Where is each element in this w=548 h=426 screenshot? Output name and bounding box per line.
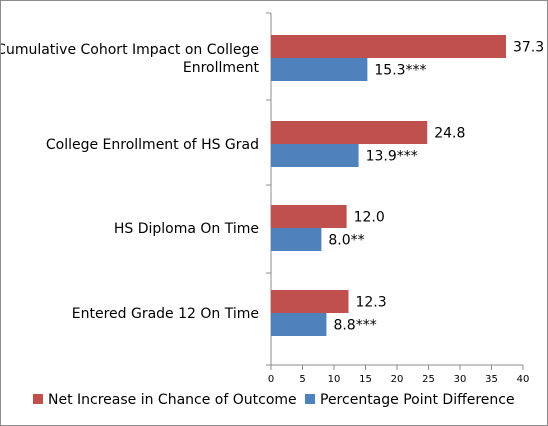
bar-net-increase-2 [271,205,347,228]
x-tick-label-0: 0 [268,374,274,385]
category-label-0-line-0: Cumulative Cohort Impact on College [1,42,259,58]
data-label-net-increase-3: 12.3 [355,295,386,311]
legend-label-pct-point-diff: Percentage Point Difference [320,392,515,408]
bar-net-increase-3 [271,290,349,313]
bar-net-increase-1 [271,121,428,144]
bar-pct-point-diff-3 [271,313,327,336]
legend-swatch-pct-point-diff [305,394,315,404]
x-tick-label-30: 30 [454,374,467,385]
category-label-1: College Enrollment of HS Grad [46,137,259,153]
legend-swatch-net-increase [33,394,43,404]
data-label-pct-point-diff-1: 13.9*** [366,149,418,165]
x-tick-label-10: 10 [328,374,341,385]
x-tick-label-25: 25 [422,374,435,385]
bar-pct-point-diff-1 [271,144,359,167]
bar-net-increase-0 [271,35,506,58]
category-label-2: HS Diploma On Time [114,221,259,237]
x-tick-label-20: 20 [391,374,404,385]
legend-label-net-increase: Net Increase in Chance of Outcome [48,392,297,408]
x-tick-label-35: 35 [485,374,498,385]
bar-pct-point-diff-0 [271,58,368,81]
category-label-3: Entered Grade 12 On Time [72,306,259,322]
data-label-pct-point-diff-2: 8.0** [328,233,364,249]
bar-pct-point-diff-2 [271,228,322,251]
x-tick-label-15: 15 [359,374,372,385]
data-label-net-increase-1: 24.8 [434,126,465,142]
x-tick-label-5: 5 [299,374,305,385]
x-tick-label-40: 40 [517,374,530,385]
data-label-pct-point-diff-3: 8.8*** [333,318,376,334]
data-label-net-increase-2: 12.0 [354,210,385,226]
category-label-0-line-1: Enrollment [183,60,260,76]
data-label-net-increase-0: 37.3 [513,40,544,56]
data-label-pct-point-diff-0: 15.3*** [374,63,426,79]
